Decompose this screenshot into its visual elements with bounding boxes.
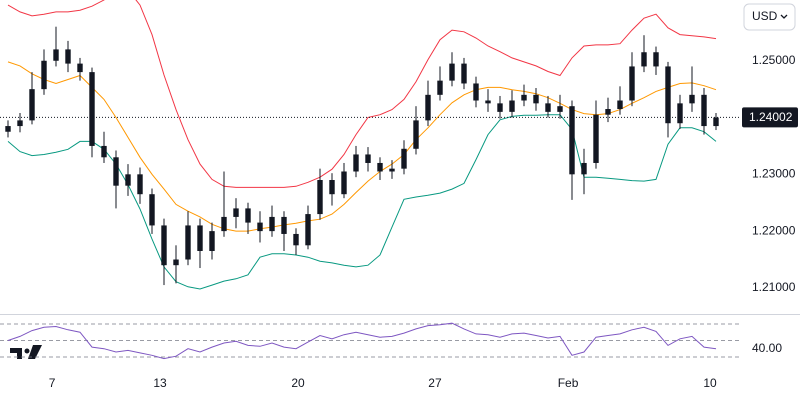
candle-body — [341, 171, 347, 195]
candle-body — [329, 180, 335, 195]
candle-body — [293, 233, 299, 246]
candle-body — [185, 225, 191, 260]
candle-body — [161, 225, 167, 266]
y-tick-label: 1.21000 — [752, 280, 796, 294]
candle-body — [569, 106, 575, 175]
candle-body — [605, 109, 611, 115]
candle-body — [53, 49, 59, 61]
candle-body — [629, 66, 635, 101]
candle-body — [65, 49, 71, 64]
candle-body — [533, 94, 539, 104]
candle-body — [101, 145, 107, 158]
candle-body — [413, 120, 419, 149]
y-tick-label: 1.25000 — [752, 53, 796, 67]
rsi-value-label: 40.00 — [752, 341, 782, 355]
y-tick-label: 1.23000 — [752, 167, 796, 181]
candle-body — [77, 63, 83, 73]
candle-body — [437, 80, 443, 95]
band-line — [7, 61, 717, 232]
candle-body — [317, 180, 323, 215]
x-tick-label: 20 — [291, 376, 305, 390]
candle-body — [521, 94, 527, 101]
logo-part — [28, 345, 42, 359]
last-price-tag — [742, 107, 798, 128]
candle-body — [209, 231, 215, 251]
candle-body — [305, 214, 311, 246]
candle-body — [269, 216, 275, 232]
candle-body — [389, 168, 395, 172]
candle-body — [221, 216, 227, 232]
candle-body — [701, 94, 707, 127]
candle-body — [641, 52, 647, 67]
logo-part — [10, 348, 22, 359]
candle-body — [713, 117, 719, 127]
candle-body — [545, 103, 551, 112]
candle-body — [461, 63, 467, 84]
candle-body — [497, 103, 503, 112]
x-tick-label: 27 — [428, 376, 442, 390]
candle-body — [113, 157, 119, 186]
x-tick-label: 7 — [49, 376, 56, 390]
y-tick-label: 1.22000 — [752, 223, 796, 237]
rsi-line — [7, 322, 717, 360]
candle-body — [365, 154, 371, 163]
candle-body — [353, 154, 359, 172]
tv-logo — [10, 345, 42, 359]
price-pane — [5, 0, 719, 290]
logo-part — [24, 348, 30, 354]
candle-body — [281, 216, 287, 234]
candle-body — [137, 174, 143, 195]
candle-body — [173, 259, 179, 266]
x-tick-label: Feb — [558, 376, 579, 390]
candle-body — [5, 126, 11, 132]
candle-body — [653, 52, 659, 67]
x-tick-label: 10 — [703, 376, 717, 390]
currency-button[interactable]: USD — [743, 3, 796, 31]
candle-body — [665, 66, 671, 124]
candle-body — [485, 100, 491, 104]
candle-body — [593, 114, 599, 163]
candle-body — [617, 100, 623, 110]
last-price-label: 1.24002 — [749, 110, 793, 124]
chevron[interactable] — [780, 14, 788, 19]
candle-body — [509, 100, 515, 112]
candle-body — [233, 208, 239, 217]
currency[interactable]: USD — [752, 9, 778, 23]
candle-body — [557, 106, 563, 112]
candle-body — [689, 94, 695, 104]
candle-body — [125, 174, 131, 186]
candle-body — [449, 63, 455, 81]
candle-body — [41, 60, 47, 90]
candle-body — [29, 89, 35, 121]
band-line — [7, 0, 717, 188]
candle-body — [473, 83, 479, 101]
candle-body — [581, 162, 587, 175]
currency-box[interactable] — [743, 3, 796, 31]
candle-body — [377, 162, 383, 172]
candle-body — [401, 148, 407, 169]
candle-body — [197, 225, 203, 251]
candle-body — [425, 94, 431, 121]
candle-body — [677, 103, 683, 124]
candle-body — [245, 208, 251, 223]
candle-body — [257, 222, 263, 232]
candle-body — [89, 72, 95, 146]
candle-body — [149, 194, 155, 226]
candle-body — [17, 120, 23, 127]
x-tick-label: 13 — [153, 376, 167, 390]
